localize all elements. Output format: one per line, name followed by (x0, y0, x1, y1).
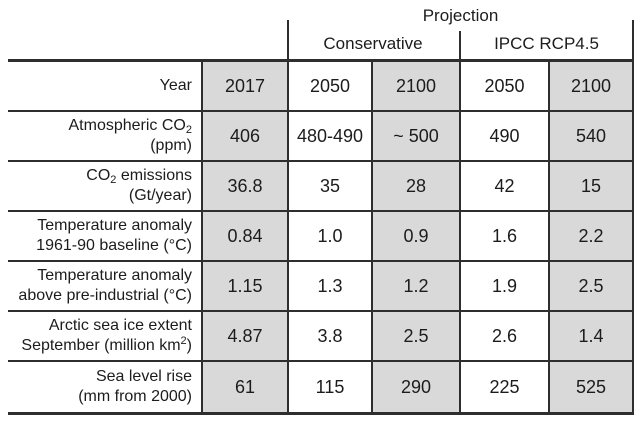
row-label-co2-emissions: CO2 emissions (Gt/year) (8, 162, 201, 210)
cell-seaice-cons-2100: 2.5 (371, 312, 459, 360)
row-label-arctic-sea-ice: Arctic sea ice extent September (million… (8, 312, 201, 360)
row-label-text: Year (159, 77, 192, 94)
cell-temppre-ipcc-2100: 2.5 (548, 262, 634, 310)
header-divider-right (632, 20, 634, 59)
cell-tempbase-ipcc-2100: 2.2 (548, 212, 634, 260)
header-row-groups: Conservative IPCC RCP4.5 (8, 29, 634, 59)
cell-year-cons-2050: 2050 (287, 62, 371, 110)
cell-year-cons-2100: 2100 (371, 62, 459, 110)
header-divider-left (287, 20, 289, 59)
row-label-year: Year (8, 62, 201, 110)
row-label-text: Temperature anomaly (37, 217, 192, 234)
table-row-co2-emissions: CO2 emissions (Gt/year) 36.8 35 28 42 15 (8, 162, 634, 212)
label-subscript: 2 (110, 174, 117, 186)
cell-year-ipcc-2050: 2050 (459, 62, 548, 110)
label-text-segment: September (million km (21, 337, 181, 354)
table-body: Year 2017 2050 2100 2050 2100 Atmospheri… (8, 62, 634, 415)
cell-seaice-cons-2050: 3.8 (287, 312, 371, 360)
cell-temppre-ipcc-2050: 1.9 (459, 262, 548, 310)
cell-temppre-cons-2100: 1.2 (371, 262, 459, 310)
cell-temppre-cons-2050: 1.3 (287, 262, 371, 310)
row-label-unit: (Gt/year) (128, 187, 192, 204)
cell-emissions-ipcc-2050: 42 (459, 162, 548, 210)
table-row-temp-anomaly-baseline: Temperature anomaly 1961-90 baseline (°C… (8, 212, 634, 262)
header-spacer (8, 0, 287, 29)
cell-seaice-2017: 4.87 (201, 312, 287, 360)
cell-co2ppm-2017: 406 (201, 112, 287, 160)
cell-seaice-ipcc-2050: 2.6 (459, 312, 548, 360)
row-label-temp-anomaly-preindustrial: Temperature anomaly above pre-industrial… (8, 262, 201, 310)
label-superscript: 2 (180, 335, 187, 347)
row-label-unit: 1961-90 baseline (°C) (36, 237, 192, 254)
table-row-year: Year 2017 2050 2100 2050 2100 (8, 62, 634, 112)
row-label-text: CO2 emissions (86, 166, 192, 186)
projection-header-label: Projection (422, 6, 499, 25)
cell-temppre-2017: 1.15 (201, 262, 287, 310)
row-label-temp-anomaly-baseline: Temperature anomaly 1961-90 baseline (°C… (8, 212, 201, 260)
label-text-segment: CO (86, 167, 111, 184)
cell-year-2017: 2017 (201, 62, 287, 110)
cell-co2ppm-ipcc-2050: 490 (459, 112, 548, 160)
label-text-segment: ) (186, 337, 192, 354)
table-row-atmospheric-co2: Atmospheric CO2 (ppm) 406 480-490 ~ 500 … (8, 112, 634, 162)
group-header-conservative: Conservative (323, 34, 423, 53)
cell-tempbase-cons-2050: 1.0 (287, 212, 371, 260)
cell-emissions-2017: 36.8 (201, 162, 287, 210)
table-row-sea-level-rise: Sea level rise (mm from 2000) 61 115 290… (8, 362, 634, 415)
label-text-segment: Atmospheric CO (68, 117, 186, 134)
table-header: Projection Conservative IPCC RCP4.5 (8, 0, 634, 62)
row-label-unit: September (million km2) (21, 336, 192, 356)
row-label-text: Atmospheric CO2 (69, 116, 193, 136)
cell-sealevel-ipcc-2100: 525 (548, 362, 634, 412)
cell-tempbase-ipcc-2050: 1.6 (459, 212, 548, 260)
row-label-unit: above pre-industrial (°C) (18, 287, 192, 304)
label-subscript: 2 (185, 124, 192, 136)
row-label-text: Temperature anomaly (37, 267, 192, 284)
cell-co2ppm-ipcc-2100: 540 (548, 112, 634, 160)
header-spacer (8, 29, 287, 59)
header-divider-middle (459, 31, 461, 59)
cell-tempbase-2017: 0.84 (201, 212, 287, 260)
row-label-text: Arctic sea ice extent (48, 317, 192, 334)
cell-sealevel-ipcc-2050: 225 (459, 362, 548, 412)
cell-emissions-ipcc-2100: 15 (548, 162, 634, 210)
data-table: Projection Conservative IPCC RCP4.5 Year… (8, 0, 634, 415)
table-row-temp-anomaly-preindustrial: Temperature anomaly above pre-industrial… (8, 262, 634, 312)
cell-emissions-cons-2050: 35 (287, 162, 371, 210)
row-label-sea-level-rise: Sea level rise (mm from 2000) (8, 362, 201, 412)
header-row-projection: Projection (8, 0, 634, 29)
cell-tempbase-cons-2100: 0.9 (371, 212, 459, 260)
cell-sealevel-cons-2050: 115 (287, 362, 371, 412)
cell-sealevel-2017: 61 (201, 362, 287, 412)
row-label-atmospheric-co2: Atmospheric CO2 (ppm) (8, 112, 201, 160)
table-row-arctic-sea-ice: Arctic sea ice extent September (million… (8, 312, 634, 362)
cell-year-ipcc-2100: 2100 (548, 62, 634, 110)
row-label-unit: (ppm) (150, 137, 192, 154)
cell-sealevel-cons-2100: 290 (371, 362, 459, 412)
cell-co2ppm-cons-2100: ~ 500 (371, 112, 459, 160)
cell-emissions-cons-2100: 28 (371, 162, 459, 210)
row-label-unit: (mm from 2000) (78, 388, 192, 405)
cell-co2ppm-cons-2050: 480-490 (287, 112, 371, 160)
row-label-text: Sea level rise (95, 368, 192, 385)
label-text-segment: emissions (116, 167, 192, 184)
group-header-ipcc-rcp45: IPCC RCP4.5 (494, 34, 599, 53)
cell-seaice-ipcc-2100: 1.4 (548, 312, 634, 360)
